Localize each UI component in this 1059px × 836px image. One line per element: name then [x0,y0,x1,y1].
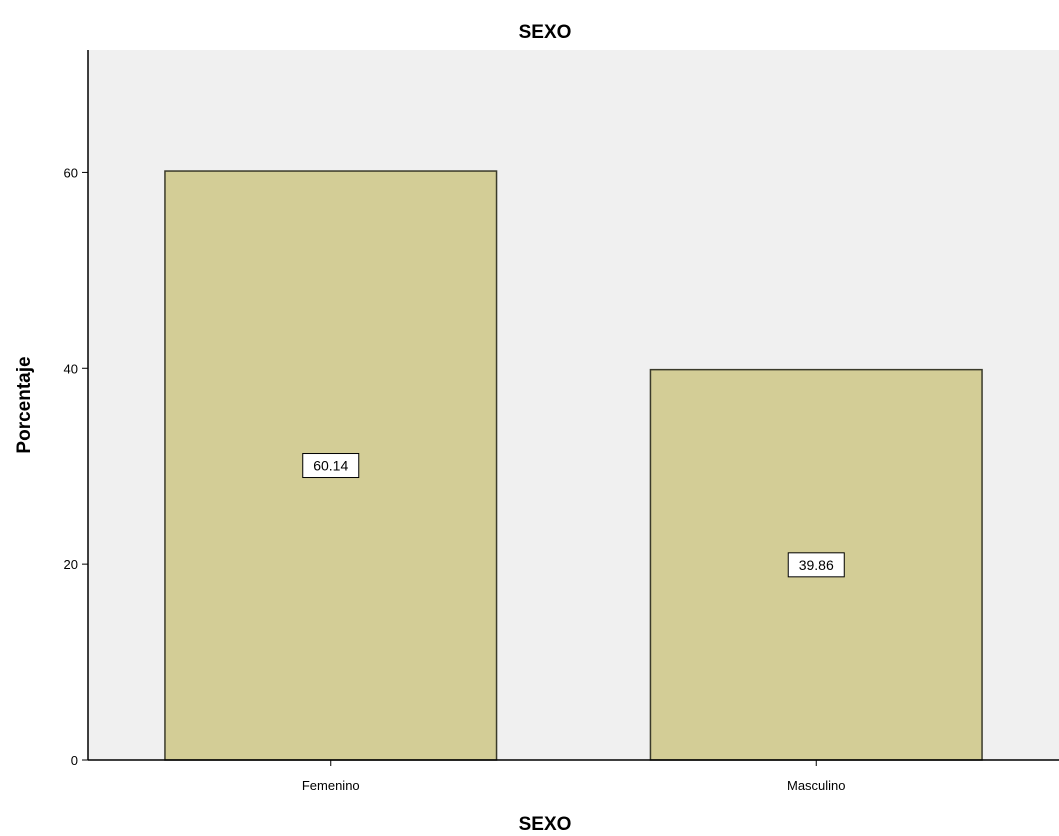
x-tick-label: Masculino [787,778,846,793]
y-tick-label: 0 [71,753,78,768]
data-label: 39.86 [799,557,834,573]
data-label: 60.14 [313,458,348,474]
data-label-box [787,552,845,578]
x-tick-label: Femenino [302,778,360,793]
y-tick-label: 40 [64,361,78,376]
y-tick-label: 60 [64,165,78,180]
y-axis-title: Porcentaje [14,356,35,453]
x-axis-title: SEXO [519,814,572,835]
chart-title: SEXO [519,22,572,43]
data-label-box [302,453,360,479]
y-tick-label: 20 [64,557,78,572]
